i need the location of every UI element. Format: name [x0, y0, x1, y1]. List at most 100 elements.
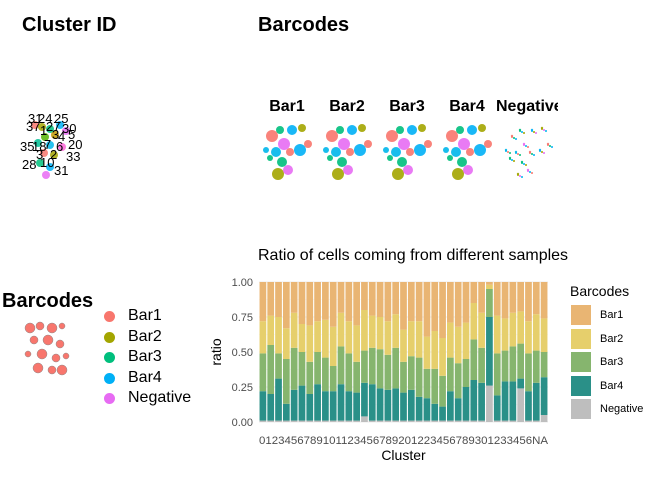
bar-segment-bar1: [259, 282, 267, 322]
small-umap-cell: [42, 334, 54, 346]
facet-cell: [484, 140, 492, 148]
cluster-point: [51, 131, 59, 139]
facet-cell: [446, 130, 458, 142]
bar-segment-bar2: [486, 284, 493, 289]
bar-segment-bar4: [314, 384, 321, 421]
bar-segment-bar4: [501, 381, 509, 421]
chart-legend-title: Barcodes: [570, 283, 630, 299]
bar-segment-bar1: [376, 282, 384, 317]
bar-segment-bar2: [322, 319, 329, 358]
bar-segment-bar3: [532, 350, 540, 383]
bar-segment-bar4: [431, 403, 439, 421]
facet-cell: [543, 129, 545, 131]
bar-segment-negative: [525, 420, 532, 422]
bar-segment-bar2: [368, 315, 376, 348]
bar-segment-bar1: [275, 282, 282, 317]
cluster-number-label: 30: [62, 121, 76, 136]
bar-segment-bar3: [329, 366, 337, 392]
small-legend-label: Bar3: [128, 348, 162, 365]
bar-segment-bar4: [532, 382, 540, 421]
cluster-number-label: 33: [66, 149, 80, 164]
bar-segment-bar2: [525, 321, 532, 354]
bar-segment-bar4: [447, 391, 454, 421]
bar-segment-negative: [462, 420, 470, 422]
bar-segment-bar2: [314, 321, 321, 352]
facet-cell: [511, 159, 513, 161]
bar-segment-bar1: [517, 282, 525, 312]
bar-segment-bar3: [306, 361, 314, 394]
bar-segment-negative: [540, 415, 548, 422]
bar-segment-bar3: [290, 347, 298, 390]
bar-segment-bar2: [493, 315, 501, 354]
facet-cell: [513, 137, 515, 139]
bar-segment-bar2: [376, 317, 384, 350]
small-legend-label: Negative: [128, 389, 192, 406]
cluster-number-label: 7: [44, 137, 51, 152]
bar-segment-bar1: [486, 282, 493, 285]
bar-segment-bar4: [384, 389, 392, 421]
x-tick-labels: 0123456789101123456789201223456789301233…: [259, 435, 549, 447]
bar-segment-bar2: [267, 315, 275, 345]
small-legend-item: Bar3: [102, 348, 212, 368]
cluster-number-label: 27: [46, 119, 60, 134]
small-legend-label: Bar4: [128, 368, 162, 386]
bar-segment-bar1: [298, 282, 306, 324]
bar-segment-negative: [509, 420, 517, 422]
bar-segment-bar2: [259, 321, 267, 354]
bar-segment-bar3: [501, 350, 509, 382]
bar-segment-negative: [282, 420, 290, 422]
facet-cell: [338, 138, 350, 150]
bar-segment-bar3: [400, 361, 407, 393]
bar-segment-negative: [314, 420, 321, 422]
facet-cell: [294, 144, 306, 156]
bar-segment-bar4: [322, 391, 329, 421]
bar-segment-bar4: [407, 389, 415, 421]
small-legend-label: Bar2: [128, 327, 162, 345]
y-tick-label: 0.25: [232, 382, 253, 394]
legend-swatch-icon: [571, 352, 591, 372]
chart-legend-label: Negative: [600, 403, 644, 415]
bar-segment-negative: [290, 420, 298, 422]
bar-segment-bar1: [337, 282, 345, 313]
bar-segment-negative: [306, 420, 314, 422]
y-tick-label: 0.50: [232, 347, 253, 359]
bar-segment-negative: [470, 420, 478, 422]
facet-cell: [326, 130, 338, 142]
facet-cell: [403, 165, 413, 175]
facet-cell: [386, 130, 398, 142]
facet-cell: [397, 157, 407, 167]
bar-segment-negative: [501, 420, 509, 422]
facet-cell: [346, 148, 354, 156]
facet-cell: [535, 132, 537, 134]
bar-segment-bar1: [525, 282, 532, 322]
facet-cell: [523, 132, 525, 134]
chart-legend-item: Bar3: [570, 351, 665, 373]
facet-cell: [407, 125, 417, 135]
bar-segment-bar4: [353, 392, 360, 421]
facet-cell: [276, 126, 284, 134]
cluster-number-label: 31: [28, 111, 42, 126]
facet-cell: [337, 157, 347, 167]
facet-cell: [525, 145, 527, 147]
cluster-number-label: 5: [68, 127, 75, 142]
bar-segment-bar4: [376, 388, 384, 421]
bar-segment-bar1: [501, 282, 509, 319]
bar-segment-bar4: [275, 378, 282, 421]
bar-segment-negative: [368, 420, 376, 422]
bar-segment-bar2: [298, 324, 306, 352]
bar-segment-bar1: [415, 282, 423, 322]
cluster-number-label: 3: [36, 147, 43, 162]
bar-segment-negative: [423, 420, 431, 422]
cluster-number-label: 4: [58, 129, 65, 144]
facet-cell: [527, 146, 529, 148]
cluster-point: [34, 139, 42, 147]
small-legend-item: Bar1: [102, 307, 212, 327]
bar-segment-bar2: [532, 314, 540, 351]
facet-cell: [519, 154, 521, 156]
facet-umap: [323, 124, 372, 180]
bar-segment-bar1: [368, 282, 376, 316]
bar-segment-bar3: [407, 356, 415, 390]
bar-segment-bar3: [525, 353, 532, 392]
facet-cell: [545, 130, 547, 132]
